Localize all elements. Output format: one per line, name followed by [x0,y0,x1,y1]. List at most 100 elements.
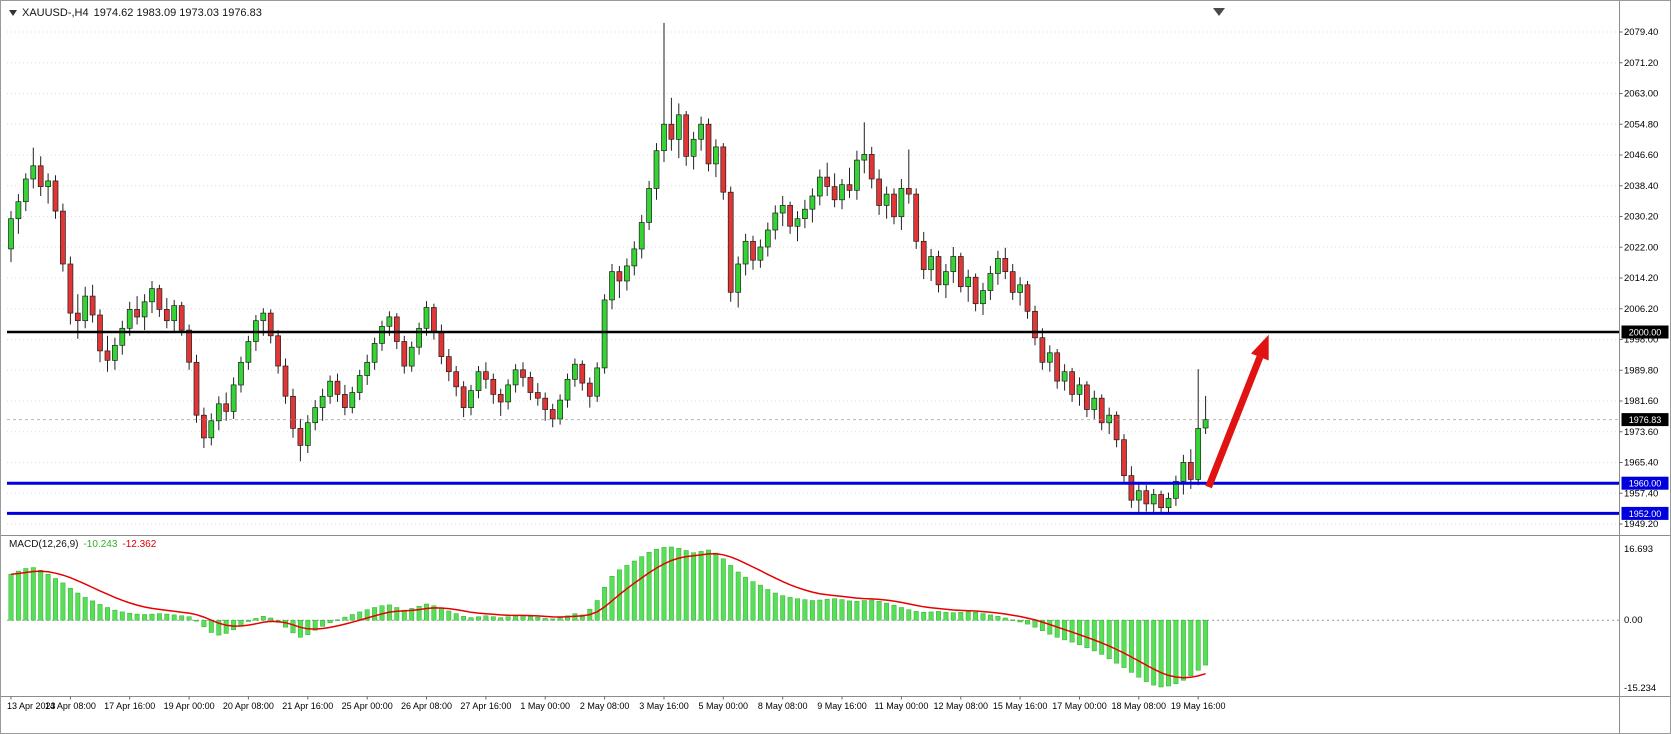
candle [742,233,749,276]
chart-shift-marker[interactable] [1213,8,1225,16]
macd-bar [728,565,734,621]
candle [868,146,875,189]
candle [297,418,304,462]
pane-separator[interactable] [1,535,1671,697]
candle [824,162,831,196]
svg-text:1952.00: 1952.00 [1629,509,1662,519]
candle [609,264,615,310]
candle [572,358,578,387]
candle [30,147,37,189]
candle [290,388,296,438]
candle [327,375,333,404]
candle [735,256,742,308]
candle [995,250,1001,285]
date-tick-label: 20 Apr 08:00 [223,701,274,711]
macd-bar [15,570,21,621]
candle [141,294,148,331]
candle [364,354,371,385]
date-tick-label: 1 May 00:00 [520,701,570,711]
candle [22,173,29,212]
candle [1128,466,1135,508]
candle [1009,264,1016,300]
macd-bar [987,614,993,621]
macd-bar [817,599,823,621]
candle [794,211,801,242]
macd-bar [30,567,36,621]
one-click-trading-icon[interactable] [9,10,17,16]
candle [520,362,526,387]
candle [668,97,675,151]
price-tick-label: 2030.20 [1624,212,1658,223]
candle [690,131,697,170]
macd-bar [45,573,51,621]
candle [460,381,467,418]
date-tick-label: 17 Apr 16:00 [104,701,155,711]
candle [468,384,474,416]
candle [564,373,571,408]
macd-bar [179,615,185,621]
candle [371,337,378,370]
macd-bar [498,617,504,621]
macd-bar [446,610,452,621]
macd-zero-label: 0.00 [1624,615,1643,626]
candle [215,396,222,431]
candle [920,231,927,280]
price-tick-label: 2006.20 [1624,304,1658,315]
price-axis[interactable]: 2079.40 2071.20 2063.00 2054.80 2046.60 2038.… [1619,27,1659,694]
candle [764,222,771,257]
macd-bar [468,617,474,621]
macd-bar [231,619,237,631]
macd-bar [431,605,437,621]
macd-bar [765,589,771,621]
macd-bar [253,618,259,621]
macd-bar [824,598,830,621]
candle [831,173,838,208]
macd-bar [668,546,674,621]
macd-bar [297,619,303,638]
date-tick-label: 14 Apr 08:00 [45,701,96,711]
candle [1091,390,1098,419]
candle [126,301,133,336]
macd-bar [245,619,251,622]
candle [980,282,986,315]
candle [1202,395,1209,434]
macd-bar [127,612,133,621]
macd-bar [550,618,556,621]
candle [52,175,59,219]
candle [638,214,645,259]
price-tick-label: 1957.40 [1624,488,1658,499]
candle [1002,247,1009,280]
macd-bar [1114,619,1120,664]
price-tick-label: 2054.80 [1624,119,1658,130]
macd-bar [884,602,890,621]
macd-bar [476,616,481,621]
macd-bar [453,613,459,621]
candle [208,413,215,446]
macd-bar [119,611,125,621]
candle [267,309,274,344]
candle [1039,328,1046,370]
candle [483,362,489,389]
candle [675,103,682,159]
macd-bar [409,608,415,621]
macd-bar [8,573,14,621]
date-tick-label: 12 May 08:00 [934,701,989,711]
candle [1024,281,1031,319]
candle [750,235,756,270]
candles-series [8,22,1209,514]
candle [149,281,155,314]
trend-arrow-annotation[interactable] [1205,334,1269,489]
svg-text:1976.83: 1976.83 [1629,415,1662,425]
macd-bar [802,599,808,621]
candle [624,258,630,291]
macd-bar [557,617,563,621]
macd-bar [23,568,29,621]
price-tick-label: 1989.80 [1624,365,1658,376]
macd-bar [1091,619,1097,652]
candle [475,366,482,399]
macd-bar [349,614,355,621]
candle [987,265,994,300]
price-tick-label: 1965.40 [1624,458,1658,469]
